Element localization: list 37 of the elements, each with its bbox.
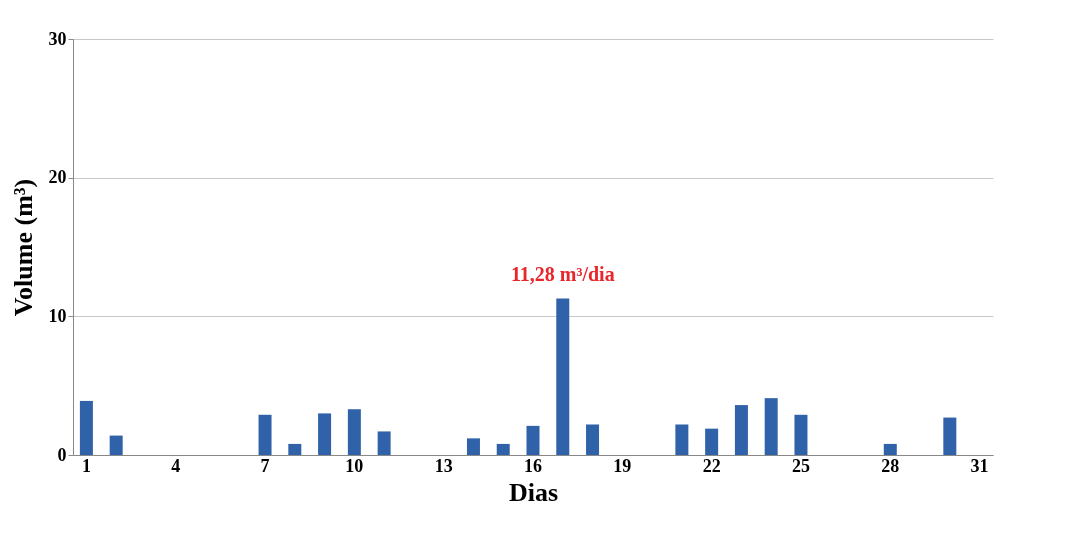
bar (288, 443, 302, 455)
x-tick-label: 7 (260, 455, 270, 476)
x-tick-label: 4 (171, 455, 181, 476)
bar (675, 424, 689, 455)
annotation: 11,28 m³/dia (510, 262, 615, 285)
bar (586, 424, 600, 455)
x-tick-label: 25 (791, 455, 810, 476)
y-tick-label: 0 (57, 444, 67, 465)
y-axis-title: Volume (m³) (8, 178, 38, 317)
x-tick-label: 19 (613, 455, 632, 476)
bar (109, 435, 123, 455)
bar (466, 438, 480, 455)
bar (347, 409, 361, 455)
bar (496, 443, 510, 455)
bar (883, 443, 897, 455)
bar (794, 414, 808, 455)
y-tick-label: 20 (48, 167, 67, 188)
bar (318, 413, 332, 455)
bar (705, 428, 719, 455)
x-tick-label: 10 (345, 455, 364, 476)
bar (79, 400, 93, 455)
bar (943, 417, 957, 455)
bar (734, 405, 748, 455)
x-tick-label: 28 (881, 455, 900, 476)
y-tick-label: 30 (48, 28, 67, 49)
x-axis-title: Dias (508, 477, 559, 507)
x-tick-label: 13 (434, 455, 453, 476)
x-tick-label: 22 (702, 455, 721, 476)
bar (556, 298, 570, 455)
x-tick-label: 31 (970, 455, 989, 476)
bar (258, 414, 272, 455)
y-tick-label: 10 (48, 305, 67, 326)
x-tick-label: 1 (81, 455, 91, 476)
bar (526, 425, 540, 455)
bar (377, 431, 391, 455)
x-tick-label: 16 (524, 455, 542, 476)
bar (764, 398, 778, 455)
